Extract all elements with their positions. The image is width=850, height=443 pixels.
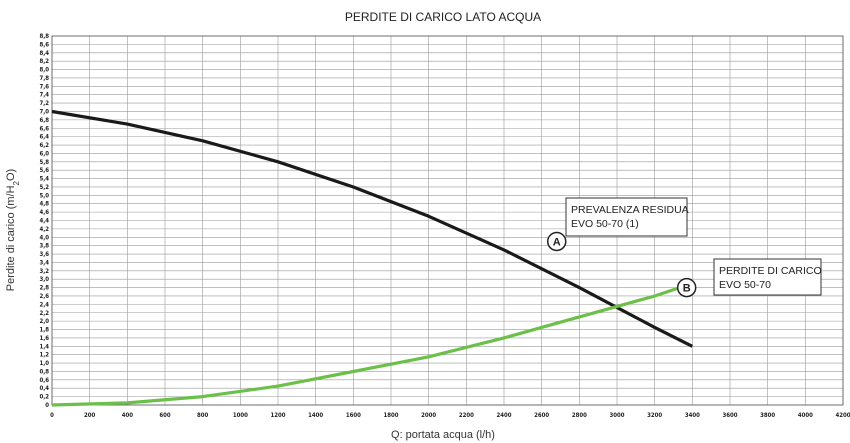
- x-tick-label: 2200: [459, 412, 474, 419]
- y-tick-label: 5,2: [39, 184, 49, 191]
- annotations: PREVALENZA RESIDUA EVO 50-70 (1) A PERDITE …: [546, 197, 822, 298]
- y-tick-label: 6,2: [39, 142, 49, 149]
- x-tick-label: 3600: [722, 412, 737, 419]
- y-tick-label: 8,4: [39, 50, 49, 57]
- grid: [51, 35, 844, 406]
- x-tick-label: 200: [84, 412, 96, 419]
- y-tick-label: 6,0: [39, 150, 49, 157]
- x-tick-label: 1000: [233, 412, 248, 419]
- marker-circle: [546, 231, 567, 252]
- y-tick-label: 7,6: [39, 83, 49, 90]
- annotation-b: PERDITE DI CARICO EVO 50-70 B: [676, 258, 822, 298]
- x-tick-label: 3800: [760, 412, 775, 419]
- y-tick-label: 0,4: [39, 385, 49, 392]
- y-tick-label: 2,0: [39, 318, 49, 325]
- x-tick-label: 3400: [685, 412, 700, 419]
- y-tick-label: 1,0: [39, 360, 49, 367]
- x-tick-label: 1400: [308, 412, 323, 419]
- x-tick-label: 2000: [421, 412, 436, 419]
- y-tick-label: 8,0: [39, 67, 49, 74]
- y-axis-label: Perdite di carico (m/H2O): [5, 169, 21, 291]
- y-tick-label: 1,8: [39, 327, 49, 334]
- x-tick-label: 800: [197, 412, 209, 419]
- y-tick-label: 5,8: [39, 159, 49, 166]
- y-tick-label: 2,4: [39, 301, 49, 308]
- x-tick-label: 0: [50, 412, 54, 419]
- plot-frame: [51, 35, 844, 406]
- y-tick-label: 8,2: [39, 58, 49, 65]
- annotation-a: PREVALENZA RESIDUA EVO 50-70 (1) A: [546, 197, 689, 252]
- marker-label: B: [683, 283, 691, 295]
- marker-label: A: [553, 236, 561, 248]
- y-tick-label: 0: [45, 402, 49, 409]
- x-tick-label: 1600: [346, 412, 361, 419]
- y-tick-label: 4,6: [39, 209, 49, 216]
- y-tick-label: 3,8: [39, 243, 49, 250]
- y-tick-label: 7,0: [39, 108, 49, 115]
- y-tick-label: 6,6: [39, 125, 49, 132]
- y-tick-label: 8,6: [39, 41, 49, 48]
- y-tick-label: 7,4: [39, 92, 49, 99]
- y-tick-label: 1,2: [39, 352, 49, 359]
- series-group: [51, 109, 694, 407]
- y-tick-label: 2,2: [39, 310, 49, 317]
- y-tick-label: 1,4: [39, 343, 49, 350]
- x-tick-label: 3200: [647, 412, 662, 419]
- x-tick-label: 2400: [496, 412, 511, 419]
- y-tick-label: 6,4: [39, 134, 49, 141]
- x-tick-label: 400: [122, 412, 134, 419]
- y-tick-label: 7,8: [39, 75, 49, 82]
- y-tick-label: 3,0: [39, 276, 49, 283]
- y-tick-label: 0,6: [39, 377, 49, 384]
- x-tick-label: 4200: [835, 412, 850, 419]
- x-axis-ticks: 0 200 400 600 800 1000 1200 1400 1600 1800 2000 220…: [50, 412, 850, 419]
- x-tick-label: 3000: [609, 412, 624, 419]
- y-tick-label: 3,4: [39, 259, 49, 266]
- x-tick-label: 600: [159, 412, 171, 419]
- x-axis-label: Q: portata acqua (l/h): [391, 429, 495, 441]
- annotation-text: PREVALENZA RESIDUA: [571, 204, 689, 216]
- y-axis-ticks: 00,2 0,40,6 0,81,01,2 1,41,61,8 2,02,2 2,42,6…: [39, 33, 49, 409]
- x-tick-label: 1200: [270, 412, 285, 419]
- y-tick-label: 5,4: [39, 176, 49, 183]
- y-tick-label: 3,2: [39, 268, 49, 275]
- y-tick-label: 4,8: [39, 201, 49, 208]
- x-tick-label: 2800: [572, 412, 587, 419]
- marker-circle: [676, 277, 697, 298]
- annotation-text: EVO 50-70 (1): [571, 218, 639, 230]
- annotation-box: [713, 258, 822, 296]
- y-tick-label: 3,6: [39, 251, 49, 258]
- annotation-box: [565, 197, 688, 237]
- y-tick-label: 6,8: [39, 117, 49, 124]
- x-tick-label: 1800: [383, 412, 398, 419]
- y-tick-label: 2,8: [39, 285, 49, 292]
- y-tick-label: 1,6: [39, 335, 49, 342]
- x-tick-label: 4000: [798, 412, 813, 419]
- y-tick-label: 5,6: [39, 167, 49, 174]
- y-tick-label: 0,8: [39, 368, 49, 375]
- y-tick-label: 0,2: [39, 394, 49, 401]
- series-line-b: [51, 281, 693, 407]
- y-tick-label: 8,8: [39, 33, 49, 40]
- y-tick-label: 4,4: [39, 218, 49, 225]
- x-tick-label: 2600: [534, 412, 549, 419]
- y-tick-label: 5,0: [39, 192, 49, 199]
- y-tick-label: 7,2: [39, 100, 49, 107]
- y-tick-label: 2,6: [39, 293, 49, 300]
- y-tick-label: 4,2: [39, 226, 49, 233]
- chart-title: PERDITE DI CARICO LATO ACQUA: [345, 10, 541, 24]
- annotation-text: PERDITE DI CARICO: [719, 265, 822, 277]
- annotation-text: EVO 50-70: [719, 279, 771, 291]
- y-tick-label: 4,0: [39, 234, 49, 241]
